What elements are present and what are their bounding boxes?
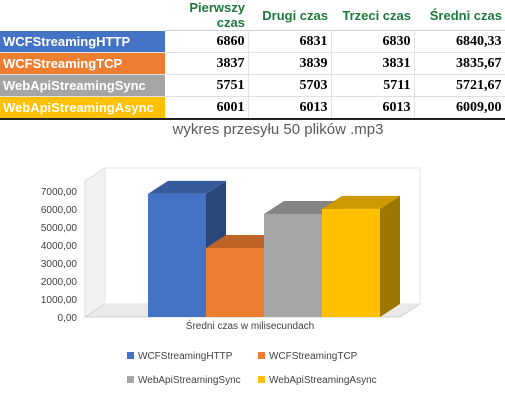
column-header: Pierwszy czas xyxy=(165,0,248,31)
table-cell: 5711 xyxy=(331,74,415,97)
legend-item: WebApiStreamingSync xyxy=(127,375,241,386)
bar-front xyxy=(206,247,264,317)
legend: WCFStreamingHTTP WCFStreamingTCP WebApiStr… xyxy=(127,351,377,386)
legend-label: WCFStreamingHTTP xyxy=(138,351,233,362)
side-wall xyxy=(84,167,106,318)
legend-item: WebApiStreamingAsync xyxy=(258,375,377,386)
legend-item: WCFStreamingHTTP xyxy=(127,351,233,362)
legend-label: WCFStreamingTCP xyxy=(269,351,358,362)
x-axis-category-label: Średni czas w milisecundach xyxy=(186,319,314,332)
bar-side xyxy=(380,195,400,317)
bar-front xyxy=(264,214,322,317)
legend-swatch xyxy=(258,376,265,383)
bar-front xyxy=(322,208,380,317)
table-cell: 5703 xyxy=(248,74,332,97)
legend-swatch xyxy=(258,352,265,359)
legend-label: WebApiStreamingSync xyxy=(138,375,241,386)
y-tick-label: 6000,00 xyxy=(41,205,78,216)
bar xyxy=(322,195,400,317)
table-cell: 5721,67 xyxy=(414,74,505,97)
table-cell: 3831 xyxy=(331,52,415,75)
chart-title: wykres przesyłu 50 plików .mp3 xyxy=(172,121,384,138)
table-cell: 3835,67 xyxy=(414,52,505,75)
table-row: WCFStreamingTCP 3837 3839 3831 3835,67 xyxy=(0,52,505,75)
column-header: Trzeci czas xyxy=(331,0,414,31)
table-row: WebApiStreamingSync 5751 5703 5711 5721,… xyxy=(0,74,505,97)
table-cell: 6830 xyxy=(331,30,415,53)
legend-swatch xyxy=(127,352,134,359)
table-cell: 6831 xyxy=(248,30,332,53)
row-label: WebApiStreamingAsync xyxy=(0,96,165,120)
table-header-row: Pierwszy czas Drugi czas Trzeci czas Śre… xyxy=(0,0,505,31)
table-row: WCFStreamingHTTP 6860 6831 6830 6840,33 xyxy=(0,30,505,53)
table-cell: 5751 xyxy=(165,74,249,97)
y-tick-label: 0,00 xyxy=(58,313,78,324)
y-tick-label: 1000,00 xyxy=(41,295,78,306)
table-cell: 3839 xyxy=(248,52,332,75)
y-axis: 0,00 1000,00 2000,00 3000,00 4000,00 5000,00 6… xyxy=(41,187,78,324)
column-header: Drugi czas xyxy=(248,0,331,31)
bar-front xyxy=(148,193,206,317)
row-label: WCFStreamingHTTP xyxy=(0,30,165,53)
legend-swatch xyxy=(127,376,134,383)
data-table: Pierwszy czas Drugi czas Trzeci czas Śre… xyxy=(0,0,505,120)
y-tick-label: 7000,00 xyxy=(41,187,78,198)
bar-top xyxy=(322,195,400,209)
bar-top xyxy=(148,180,226,194)
table-cell: 6013 xyxy=(331,96,415,120)
table-cell: 6001 xyxy=(165,96,249,120)
table-cell: 6860 xyxy=(165,30,249,53)
row-label: WCFStreamingTCP xyxy=(0,52,165,75)
legend-label: WebApiStreamingAsync xyxy=(269,375,377,386)
y-tick-label: 2000,00 xyxy=(41,277,78,288)
table-cell: 6013 xyxy=(248,96,332,120)
legend-item: WCFStreamingTCP xyxy=(258,351,358,362)
table-cell: 6840,33 xyxy=(414,30,505,53)
table-row: WebApiStreamingAsync 6001 6013 6013 6009… xyxy=(0,96,505,120)
bars xyxy=(148,180,400,317)
table-cell: 3837 xyxy=(165,52,249,75)
y-tick-label: 3000,00 xyxy=(41,259,78,270)
column-header: Średni czas xyxy=(414,0,505,31)
y-tick-label: 5000,00 xyxy=(41,223,78,234)
row-label: WebApiStreamingSync xyxy=(0,74,165,97)
y-tick-label: 4000,00 xyxy=(41,241,78,252)
